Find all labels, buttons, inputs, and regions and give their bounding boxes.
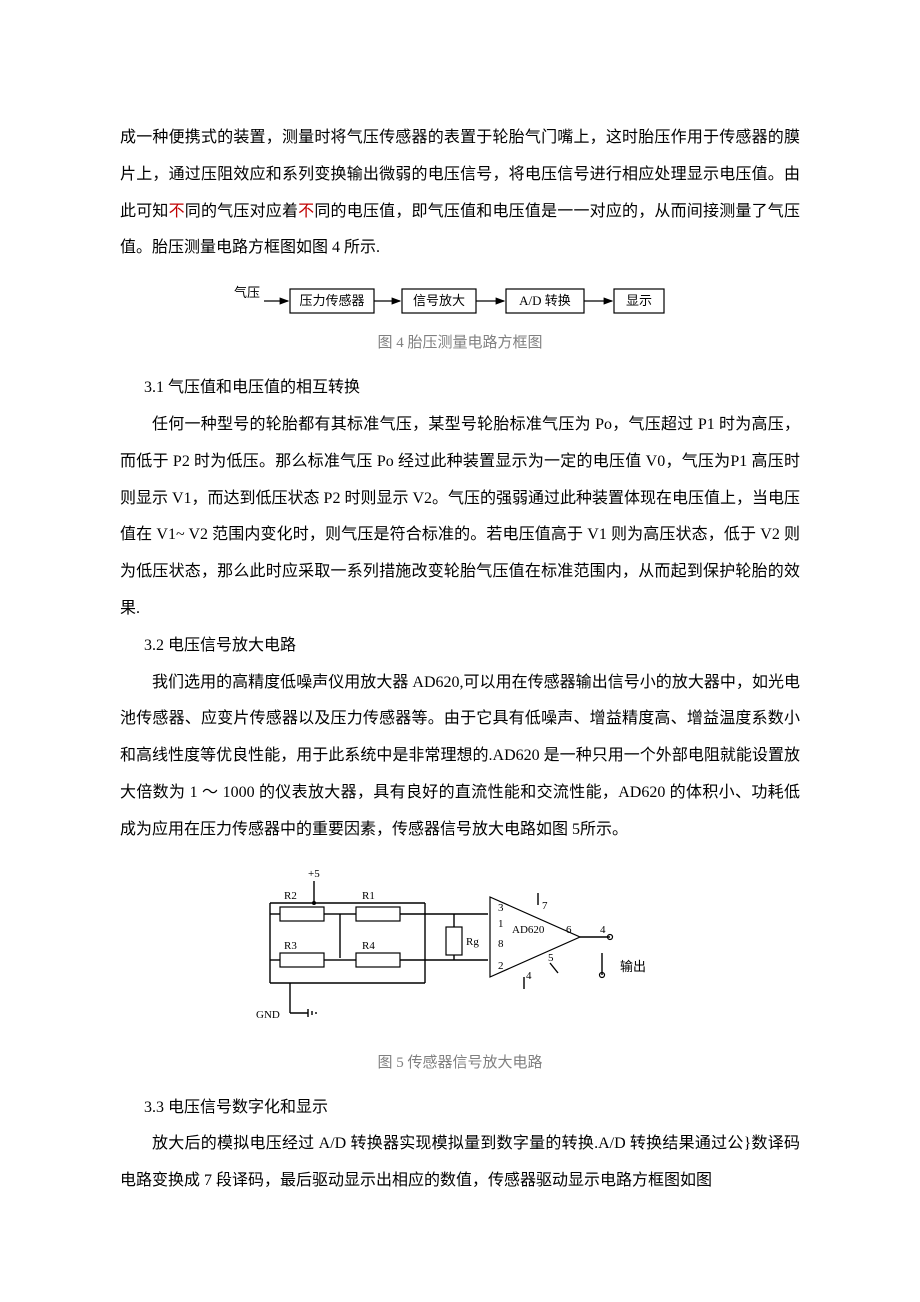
text: 同的气压对应着 <box>185 203 298 220</box>
figure-4: 气压 压力传感器 信号放大 A/D 转换 显示 <box>120 281 800 323</box>
page: 成一种便携式的装置，测量时将气压传感器的表置于轮胎气门嘴上，这时胎压作用于传感器… <box>0 0 920 1260</box>
pin-6: 6 <box>566 924 572 936</box>
label-rg: Rg <box>466 936 479 948</box>
figure-5-caption: 图 5 传感器信号放大电路 <box>120 1051 800 1072</box>
label-gnd: GND <box>256 1009 280 1021</box>
block-4-label: 显示 <box>626 293 652 308</box>
paragraph-intro: 成一种便携式的装置，测量时将气压传感器的表置于轮胎气门嘴上，这时胎压作用于传感器… <box>120 120 800 267</box>
block-3-label: A/D 转换 <box>519 293 571 308</box>
pin-5: 5 <box>548 952 554 964</box>
pin-4: 4 <box>526 970 532 982</box>
pin-8: 8 <box>498 938 504 950</box>
label-r4: R4 <box>362 940 375 952</box>
paragraph-3-3: 放大后的模拟电压经过 A/D 转换器实现模拟量到数字量的转换.A/D 转换结果通… <box>120 1126 800 1200</box>
block-1-label: 压力传感器 <box>299 293 364 308</box>
paragraph-3-1: 任何一种型号的轮胎都有其标准气压，某型号轮胎标准气压为 Po，气压超过 P1 时… <box>120 407 800 628</box>
pin-4-dot: 4 <box>600 924 606 936</box>
pin-7: 7 <box>542 900 548 912</box>
label-output: 输出 <box>620 959 646 974</box>
paragraph-3-2: 我们选用的高精度低噪声仪用放大器 AD620,可以用在传感器输出信号小的放大器中… <box>120 665 800 849</box>
text-red: 不 <box>298 203 314 220</box>
label-input: 气压 <box>234 285 260 300</box>
figure-4-caption: 图 4 胎压测量电路方框图 <box>120 331 800 352</box>
label-r1: R1 <box>362 890 375 902</box>
circuit-fig5: +5 R2 R1 R3 R4 <box>250 863 670 1043</box>
pin-2: 2 <box>498 960 504 972</box>
block-2-label: 信号放大 <box>413 293 465 308</box>
block-diagram-fig4: 气压 压力传感器 信号放大 A/D 转换 显示 <box>230 281 690 323</box>
label-v5: +5 <box>308 868 320 880</box>
heading-3-1: 3.1 气压值和电压值的相互转换 <box>120 370 800 407</box>
label-chip: AD620 <box>512 924 545 936</box>
figure-5: +5 R2 R1 R3 R4 <box>120 863 800 1043</box>
heading-3-3: 3.3 电压信号数字化和显示 <box>120 1090 800 1127</box>
pin-1: 1 <box>498 918 504 930</box>
label-r3: R3 <box>284 940 297 952</box>
label-r2: R2 <box>284 890 297 902</box>
heading-3-2: 3.2 电压信号放大电路 <box>120 628 800 665</box>
pin-3: 3 <box>498 902 504 914</box>
text-red: 不 <box>169 203 185 220</box>
